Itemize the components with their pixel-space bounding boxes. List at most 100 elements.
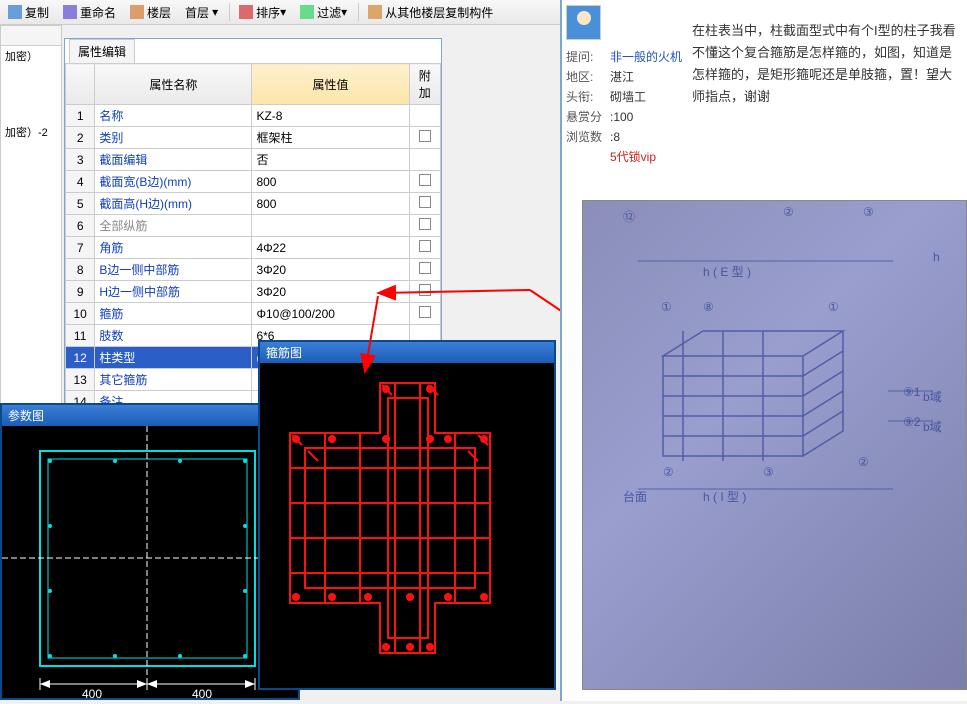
- table-row[interactable]: 1名称KZ-8: [66, 105, 441, 127]
- prop-extra[interactable]: [409, 281, 440, 303]
- prop-value[interactable]: 4Φ22: [252, 237, 409, 259]
- info-value: 砌墙工: [610, 87, 646, 107]
- svg-text:h: h: [933, 250, 940, 264]
- prop-name: 全部纵筋: [95, 215, 252, 237]
- row-number: 10: [66, 303, 95, 325]
- table-row[interactable]: 2类别框架柱: [66, 127, 441, 149]
- info-label: 悬赏分: [566, 107, 610, 127]
- checkbox-icon[interactable]: [419, 240, 431, 252]
- svg-text:③: ③: [863, 205, 874, 219]
- checkbox-icon[interactable]: [419, 218, 431, 230]
- prop-value[interactable]: 框架柱: [252, 127, 409, 149]
- prop-value[interactable]: 3Φ20: [252, 259, 409, 281]
- checkbox-icon[interactable]: [419, 130, 431, 142]
- svg-text:②: ②: [783, 205, 794, 219]
- svg-text:h ( I 型 ): h ( I 型 ): [703, 490, 746, 504]
- info-label: 提问:: [566, 47, 610, 67]
- stirrup-diagram: [260, 363, 554, 691]
- table-row[interactable]: 8B边一侧中部筋3Φ20: [66, 259, 441, 281]
- prop-extra[interactable]: [409, 127, 440, 149]
- rename-button[interactable]: 重命名: [57, 2, 122, 23]
- param-diagram-window: 参数图 400 400: [0, 403, 300, 700]
- info-value: 非一般的火机: [610, 47, 682, 67]
- property-tab[interactable]: 属性编辑: [69, 39, 135, 63]
- info-label: [566, 147, 610, 167]
- prop-name: B边一侧中部筋: [95, 259, 252, 281]
- row-number: 7: [66, 237, 95, 259]
- param-window-title: 参数图: [2, 405, 298, 426]
- svg-text:①: ①: [661, 300, 672, 314]
- prop-name: 柱类型: [95, 347, 252, 369]
- checkbox-icon[interactable]: [419, 174, 431, 186]
- tree-panel: 加密） 加密）-2: [0, 25, 62, 420]
- prop-value[interactable]: Φ10@100/200: [252, 303, 409, 325]
- checkbox-icon[interactable]: [419, 262, 431, 274]
- row-number: 11: [66, 325, 95, 347]
- svg-text:⑫: ⑫: [623, 210, 635, 224]
- checkbox-icon[interactable]: [419, 306, 431, 318]
- col-value: 属性值: [252, 64, 409, 105]
- table-row[interactable]: 7角筋4Φ22: [66, 237, 441, 259]
- param-diagram: 400 400: [2, 426, 298, 704]
- svg-text:⑧: ⑧: [703, 300, 714, 314]
- prop-name: 截面高(H边)(mm): [95, 193, 252, 215]
- sort-icon: [239, 5, 253, 19]
- prop-extra[interactable]: [409, 215, 440, 237]
- row-number: 12: [66, 347, 95, 369]
- row-number: 3: [66, 149, 95, 171]
- reference-photo: h ( E 型 ) h ( I 型 ) ⑫②③ ①⑧① ②③② ⑨1⑨2 b域b…: [582, 200, 967, 690]
- copy-from-button[interactable]: 从其他楼层复制构件: [362, 2, 499, 23]
- table-row[interactable]: 10箍筋Φ10@100/200: [66, 303, 441, 325]
- prop-name: H边一侧中部筋: [95, 281, 252, 303]
- col-num: [66, 64, 95, 105]
- prop-value[interactable]: 3Φ20: [252, 281, 409, 303]
- stirrup-window-title: 箍筋图: [260, 342, 554, 363]
- tree-item[interactable]: 加密）-2: [1, 122, 61, 142]
- table-row[interactable]: 3截面编辑否: [66, 149, 441, 171]
- row-number: 1: [66, 105, 95, 127]
- svg-text:①: ①: [828, 300, 839, 314]
- prop-extra[interactable]: [409, 303, 440, 325]
- prop-value[interactable]: 否: [252, 149, 409, 171]
- prop-value[interactable]: 800: [252, 193, 409, 215]
- prop-value[interactable]: KZ-8: [252, 105, 409, 127]
- table-row[interactable]: 9H边一侧中部筋3Φ20: [66, 281, 441, 303]
- info-value: :8: [610, 127, 620, 147]
- prop-value[interactable]: [252, 215, 409, 237]
- dropdown-icon: ▾: [280, 5, 286, 19]
- col-extra: 附加: [409, 64, 440, 105]
- svg-text:②: ②: [858, 455, 869, 469]
- prop-extra[interactable]: [409, 105, 440, 127]
- svg-text:③: ③: [763, 465, 774, 479]
- home-button[interactable]: 首层▾: [179, 2, 224, 23]
- info-row: 悬赏分:100: [566, 107, 963, 127]
- svg-text:⑨2: ⑨2: [903, 415, 921, 429]
- info-value: :100: [610, 107, 633, 127]
- dropdown-icon: ▾: [212, 5, 218, 19]
- right-panel: 提问:非一般的火机地区:湛江头衔:砌墙工悬赏分:100浏览数:85代锁vip 在…: [560, 0, 967, 701]
- prop-name: 截面编辑: [95, 149, 252, 171]
- layer-button[interactable]: 楼层: [124, 2, 177, 23]
- prop-extra[interactable]: [409, 171, 440, 193]
- checkbox-icon[interactable]: [419, 196, 431, 208]
- info-label: 浏览数: [566, 127, 610, 147]
- svg-text:⑨1: ⑨1: [903, 385, 921, 399]
- sort-button[interactable]: 排序▾: [233, 2, 292, 23]
- layer-icon: [130, 5, 144, 19]
- prop-extra[interactable]: [409, 193, 440, 215]
- copy-button[interactable]: 复制: [2, 2, 55, 23]
- filter-button[interactable]: 过滤▾: [294, 2, 353, 23]
- row-number: 13: [66, 369, 95, 391]
- table-row[interactable]: 6全部纵筋: [66, 215, 441, 237]
- checkbox-icon[interactable]: [419, 284, 431, 296]
- tree-item[interactable]: 加密）: [1, 46, 61, 66]
- svg-text:h ( E 型 ): h ( E 型 ): [703, 265, 751, 279]
- table-row[interactable]: 4截面宽(B边)(mm)800: [66, 171, 441, 193]
- prop-extra[interactable]: [409, 237, 440, 259]
- copy-from-icon: [368, 5, 382, 19]
- table-row[interactable]: 5截面高(H边)(mm)800: [66, 193, 441, 215]
- prop-extra[interactable]: [409, 259, 440, 281]
- row-number: 4: [66, 171, 95, 193]
- prop-value[interactable]: 800: [252, 171, 409, 193]
- prop-extra[interactable]: [409, 149, 440, 171]
